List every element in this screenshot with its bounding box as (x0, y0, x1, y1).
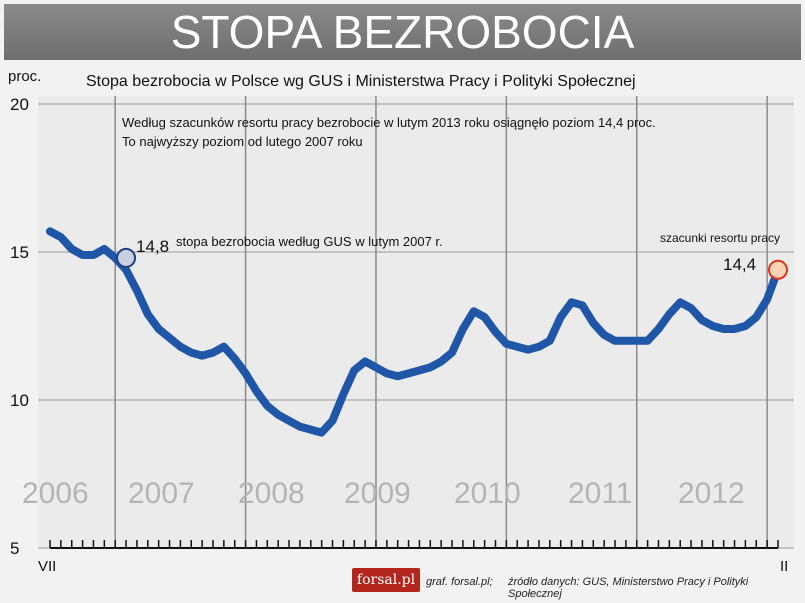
unemployment-series-line (46, 227, 782, 437)
year-label: 2010 (454, 477, 521, 510)
year-label: 2007 (128, 477, 195, 510)
year-label: 2011 (568, 477, 633, 510)
note-line-1: Według szacunków resortu pracy bezroboci… (122, 115, 656, 130)
ministry-estimate-marker (768, 259, 788, 280)
chart-title: Stopa bezrobocia w Polsce wg GUS i Minis… (86, 73, 636, 90)
x-start-label: VII (38, 558, 56, 575)
forsal-logo: forsal.pl (352, 568, 420, 592)
y-tick-label: 10 (10, 391, 29, 410)
year-label: 2006 (22, 477, 89, 510)
y-tick-label: 5 (10, 539, 19, 558)
data-source: źródło danych: GUS, Ministerstwo Pracy i… (508, 576, 749, 600)
year-label: 2012 (678, 477, 745, 510)
year-label: 2008 (238, 477, 305, 510)
y-axis-unit: proc. (8, 68, 42, 85)
y-tick-label: 20 (10, 95, 29, 114)
gus-feb-2007-marker (116, 247, 137, 268)
banner-title: STOPA BEZROBOCIA (4, 4, 801, 60)
graphic-credit: graf. forsal.pl; (426, 576, 493, 588)
year-label: 2009 (344, 477, 411, 510)
ministry-annotation: szacunki resortu pracy (660, 231, 780, 245)
x-end-label: II (780, 558, 788, 575)
gus-value-label: 14,8 (136, 237, 169, 256)
chart-note: Według szacunków resortu pracy bezroboci… (122, 113, 656, 151)
note-line-2: To najwyższy poziom od lutego 2007 roku (122, 134, 363, 149)
gus-annotation: stopa bezrobocia według GUS w lutym 2007… (176, 234, 443, 249)
ministry-value-label: 14,4 (723, 255, 756, 274)
y-tick-label: 15 (10, 243, 29, 262)
